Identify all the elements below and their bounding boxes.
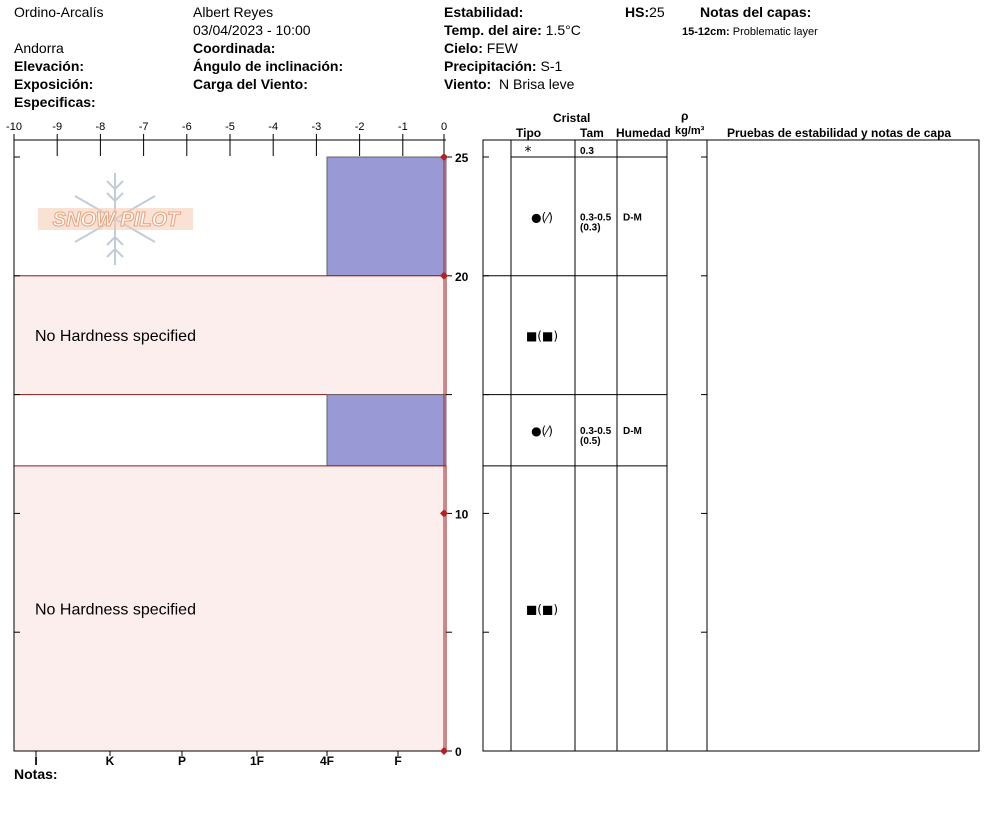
no-hardness-layer [13, 275, 447, 396]
slope-label: Ángulo de inclinación: [193, 58, 344, 74]
temp-tick-label: -4 [268, 121, 278, 133]
rho-header: ρ [681, 109, 689, 123]
grain-type: ●(⁄) [531, 210, 553, 224]
depth-label: 20 [455, 270, 469, 284]
hs-value: 25 [649, 4, 665, 20]
air-temp-row: Temp. del aire: 1.5°C [444, 22, 581, 38]
temp-tick-label: -5 [225, 121, 235, 133]
temp-tick-label: -1 [398, 121, 408, 133]
layer-note-text: Problematic layer [732, 26, 818, 38]
hardness-label: P [178, 754, 186, 768]
table-frame [482, 139, 980, 752]
grain-size-sub: (0.5) [580, 436, 601, 447]
specifics-label: Especificas: [14, 94, 96, 110]
air-temp-value: 1.5°C [545, 22, 581, 38]
temp-point [440, 747, 448, 755]
temp-tick-label: -3 [312, 121, 322, 133]
air-temp-label: Temp. del aire: [444, 22, 542, 38]
temp-tick-label: -2 [355, 121, 365, 133]
surface-size: 0.3 [580, 146, 594, 157]
hardness-bar [326, 156, 447, 277]
layer-note: 15-12cm: Problematic layer [682, 24, 818, 40]
no-hardness-label: No Hardness specified [35, 601, 196, 618]
temp-tick-label: -8 [96, 121, 106, 133]
logo-text: SNOW PILOT [53, 209, 181, 231]
datetime: 03/04/2023 - 10:00 [193, 22, 311, 38]
wind-row: Viento: N Brisa leve [444, 76, 574, 92]
depth-label: 25 [455, 151, 469, 165]
notes-label: Notas: [14, 766, 58, 782]
tests-header: Pruebas de estabilidad y notas de capa [727, 126, 952, 140]
grain-size: 0.3-0.5 [580, 212, 612, 223]
region: Andorra [14, 40, 64, 56]
sky-row: Cielo: FEW [444, 40, 518, 56]
precip-label: Precipitación: [444, 58, 537, 74]
temp-point [440, 271, 448, 280]
hs-label: HS: [625, 4, 650, 20]
elevation-label: Elevación: [14, 58, 85, 74]
moisture: D-M [623, 426, 642, 437]
wind-load-label: Carga del Viento: [193, 76, 308, 92]
grain-size: 0.3-0.5 [580, 426, 612, 437]
stability-label: Estabilidad: [444, 4, 524, 20]
density-unit: kg/m³ [675, 125, 705, 137]
profile-area: No Hardness specified No Hardness specifi… [6, 121, 469, 768]
wind-value: N Brisa leve [498, 76, 575, 92]
cristal-header: Cristal [553, 111, 591, 125]
snowpilot-logo: SNOW PILOT [38, 173, 193, 265]
sky-label: Cielo: [444, 40, 483, 56]
grain-type: ●(⁄) [531, 424, 553, 438]
temp-tick-label: -6 [182, 121, 192, 133]
sky-value: FEW [486, 40, 518, 56]
temp-point [440, 153, 448, 161]
precip-value: S-1 [540, 58, 563, 74]
location: Ordino-Arcalís [14, 4, 104, 20]
layer-table: * 0.3●(⁄) 0.3-0.5(0.3)D-M■(■)●(⁄) 0.3-0.5(0… [482, 139, 980, 752]
temp-tick-label: -7 [139, 121, 149, 133]
hardness-label: 4F [320, 754, 334, 768]
grain-type: ■(■) [526, 602, 558, 616]
depth-label: 0 [455, 745, 462, 759]
tipo-header: Tipo [516, 126, 542, 140]
observer: Albert Reyes [193, 4, 274, 20]
humedad-header: Humedad [616, 126, 671, 140]
hs-row: HS:25 [625, 4, 665, 20]
no-hardness-label: No Hardness specified [35, 328, 196, 345]
precip-row: Precipitación: S-1 [444, 58, 562, 74]
exposure-label: Exposición: [14, 76, 94, 92]
temp-tick-label: 0 [441, 121, 447, 133]
hardness-label: I [34, 754, 37, 768]
wind-label: Viento: [444, 76, 492, 92]
temp-tick-label: -9 [52, 121, 62, 133]
layer-note-range: 15-12cm: [682, 26, 730, 38]
hardness-label: K [106, 754, 115, 768]
hardness-label: 1F [250, 754, 264, 768]
tam-header: Tam [580, 126, 604, 140]
coordinate-label: Coordinada: [193, 40, 276, 56]
temp-point [440, 509, 448, 518]
hardness-bar [326, 394, 447, 467]
hardness-label: F [394, 754, 401, 768]
layer-notes-label: Notas del capas: [700, 4, 812, 20]
surface-grain: * [525, 144, 532, 160]
moisture: D-M [623, 212, 642, 223]
grain-type: ■(■) [526, 329, 558, 343]
grain-size-sub: (0.3) [580, 222, 601, 233]
depth-label: 10 [455, 507, 469, 521]
temp-tick-label: -10 [6, 121, 22, 133]
